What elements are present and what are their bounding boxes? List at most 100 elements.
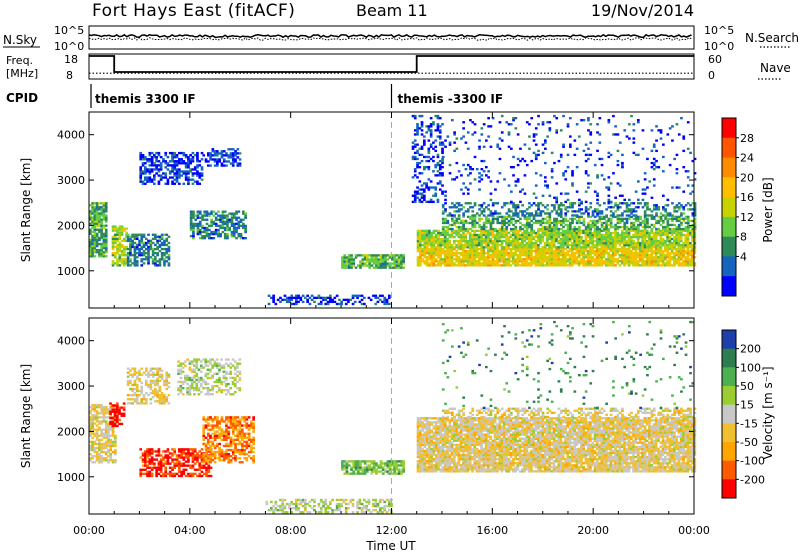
power-cell — [471, 218, 474, 220]
power-cell — [657, 208, 660, 210]
power-cell — [585, 201, 588, 203]
power-cell — [430, 144, 433, 146]
power-cell — [185, 172, 188, 174]
power-cell — [517, 250, 520, 252]
power-cell — [684, 256, 687, 258]
power-cell — [639, 260, 642, 262]
power-cell — [655, 258, 658, 260]
power-cell — [535, 252, 538, 254]
power-cell — [625, 240, 628, 242]
power-cell — [143, 246, 146, 248]
velocity-cell — [100, 447, 103, 449]
velocity-cell — [123, 409, 126, 411]
power-cell — [192, 235, 195, 237]
power-cell — [653, 144, 656, 146]
power-cell — [212, 148, 215, 150]
power-cell — [150, 246, 153, 248]
power-cell — [515, 206, 518, 208]
power-cell — [451, 220, 454, 222]
power-cell — [134, 250, 137, 252]
power-cell — [544, 206, 547, 208]
power-cell — [549, 220, 552, 222]
power-cell — [227, 154, 230, 156]
power-cell — [519, 252, 522, 254]
velocity-cell — [118, 409, 121, 411]
power-cell — [560, 212, 563, 214]
power-cell — [458, 214, 461, 216]
power-cell — [542, 222, 545, 224]
power-cell — [623, 210, 626, 212]
power-cell — [441, 142, 444, 144]
power-cell — [442, 212, 445, 214]
power-cell — [192, 217, 195, 219]
power-cell — [553, 252, 556, 254]
power-cell — [675, 258, 678, 260]
power-cell — [426, 262, 429, 264]
power-cell — [633, 137, 636, 139]
power-cell — [657, 234, 660, 236]
power-cell — [524, 160, 527, 162]
power-cell — [596, 238, 599, 240]
power-cell — [203, 235, 206, 237]
power-cell — [653, 178, 656, 180]
power-cell — [178, 152, 181, 154]
date-title: 19/Nov/2014 — [591, 1, 694, 20]
power-cell — [505, 244, 508, 246]
power-cell — [100, 202, 103, 204]
power-cell — [421, 240, 424, 242]
velocity-cell — [94, 433, 97, 435]
power-cell — [275, 303, 278, 305]
power-cell — [630, 222, 633, 224]
power-cell — [621, 258, 624, 260]
power-cell — [430, 258, 433, 260]
power-cell — [542, 220, 545, 222]
power-cell — [671, 242, 674, 244]
power-cell — [524, 224, 527, 226]
power-cell — [651, 162, 654, 164]
power-cell — [669, 254, 672, 256]
power-cell — [469, 202, 472, 204]
power-cell — [651, 224, 654, 226]
power-cell — [423, 195, 426, 197]
power-cell — [384, 254, 387, 256]
power-cell — [530, 250, 533, 252]
power-cell — [639, 252, 642, 254]
power-cell — [442, 228, 445, 230]
power-cell — [635, 258, 638, 260]
power-cell — [644, 226, 647, 228]
power-cell — [444, 260, 447, 262]
power-cell — [630, 212, 633, 214]
power-cell — [437, 164, 440, 166]
power-cell — [487, 250, 490, 252]
power-cell — [664, 244, 667, 246]
power-cell — [458, 240, 461, 242]
power-cell — [164, 166, 167, 168]
power-cell — [546, 204, 549, 206]
power-cell — [424, 256, 427, 258]
power-cell — [414, 191, 417, 193]
power-cell — [680, 218, 683, 220]
power-cell — [608, 201, 611, 203]
power-cell — [375, 262, 378, 264]
power-cell — [601, 264, 604, 266]
power-cell — [621, 250, 624, 252]
power-cell — [103, 216, 106, 218]
power-cell — [116, 260, 119, 262]
power-cell — [591, 250, 594, 252]
power-cell — [144, 162, 147, 164]
power-cell — [476, 212, 479, 214]
power-cell — [439, 244, 442, 246]
power-cell — [562, 234, 565, 236]
power-cell — [601, 258, 604, 260]
power-cell — [678, 264, 681, 266]
power-cell — [496, 254, 499, 256]
power-cell — [105, 255, 108, 257]
power-cell — [290, 297, 293, 299]
power-cell — [462, 164, 465, 166]
power-cell — [129, 264, 132, 266]
power-cell — [379, 295, 382, 297]
power-cell — [490, 193, 493, 195]
power-cell — [676, 216, 679, 218]
power-cell — [639, 236, 642, 238]
